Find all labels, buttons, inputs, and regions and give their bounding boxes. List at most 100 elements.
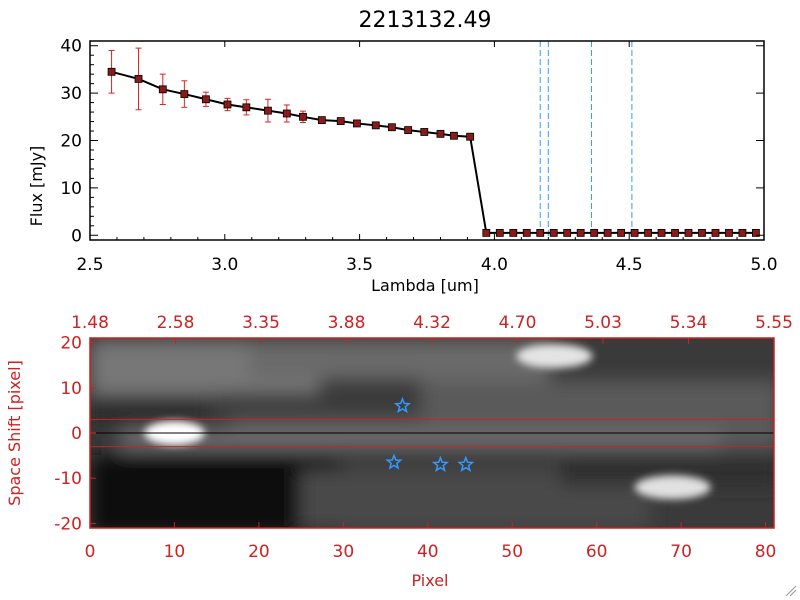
wavelength-tick-label-5: 4.70 <box>499 313 537 333</box>
data-point-28 <box>590 228 599 237</box>
top-plot-frame <box>89 40 765 241</box>
data-point-24 <box>536 228 545 237</box>
data-point-36 <box>698 228 706 237</box>
wavelength-tick-label-3: 3.88 <box>328 313 366 333</box>
star-marker-0 <box>393 396 412 414</box>
bottom-xtick-label-4: 40 <box>417 542 439 562</box>
bottom-xtick-label-0: 0 <box>85 542 96 562</box>
data-point-16 <box>420 128 429 136</box>
bottom-x-axis: 0 10 20 30 40 50 60 70 80 <box>85 522 777 562</box>
bottom-xtick-label-2: 20 <box>248 542 270 562</box>
top-xtick-label-3: 4.0 <box>481 255 508 275</box>
data-point-25 <box>549 228 558 237</box>
top-ytick-label-4: 40 <box>60 37 82 57</box>
data-point-30 <box>617 228 626 237</box>
top-ytick-label-2: 20 <box>60 132 82 152</box>
data-point-4 <box>202 95 210 104</box>
data-point-11 <box>336 117 345 125</box>
wavelength-tick-label-8: 5.55 <box>755 313 793 333</box>
bright-blob-1 <box>516 344 593 369</box>
data-point-40 <box>752 228 760 237</box>
bottom-ytick-label-3: 10 <box>60 379 82 399</box>
top-x-axis: 2.5 3.0 3.5 4.0 4.5 5.0 <box>76 41 778 275</box>
data-point-15 <box>404 126 413 134</box>
bottom-ytick-label-1: -10 <box>54 469 82 489</box>
data-point-22 <box>509 228 518 237</box>
bottom-xtick-label-8: 80 <box>755 542 777 562</box>
bottom-xtick-label-5: 50 <box>501 542 523 562</box>
data-point-31 <box>630 228 639 237</box>
bottom-y-axis: -20 -10 0 10 20 <box>54 334 96 534</box>
bottom-xtick-label-1: 10 <box>164 542 186 562</box>
bottom-ytick-label-0: -20 <box>54 514 82 534</box>
data-point-21 <box>495 228 504 237</box>
data-point-9 <box>299 112 307 121</box>
data-point-34 <box>671 228 679 237</box>
bottom-ytick-label-4: 20 <box>60 334 82 354</box>
resize-grip-icon[interactable] <box>785 585 797 597</box>
top-ytick-label-0: 0 <box>71 226 82 246</box>
top-xtick-label-1: 3.0 <box>211 255 238 275</box>
vline-group <box>539 41 633 240</box>
wavelength-tick-label-1: 2.58 <box>157 313 195 333</box>
star-marker-2 <box>431 455 450 472</box>
marker-group <box>107 67 760 237</box>
data-point-1 <box>134 75 143 83</box>
data-point-27 <box>576 228 585 237</box>
heatmap-image <box>90 338 774 528</box>
top-xtick-label-2: 3.5 <box>346 255 373 275</box>
star-marker-1 <box>385 453 403 470</box>
data-point-7 <box>264 106 272 115</box>
star-marker-3 <box>457 455 475 472</box>
data-point-18 <box>450 131 458 140</box>
data-point-10 <box>317 116 326 125</box>
data-point-13 <box>371 121 380 130</box>
star-group <box>385 396 475 472</box>
aperture-lines <box>90 418 774 448</box>
data-point-23 <box>522 228 531 237</box>
bottom-xtick-label-7: 70 <box>670 542 692 562</box>
top-y-axis-label: Flux [mJy] <box>27 146 46 227</box>
data-point-37 <box>711 228 720 237</box>
data-point-2 <box>158 85 167 94</box>
wavelength-tick-label-4: 4.32 <box>413 313 451 333</box>
data-point-8 <box>282 109 291 118</box>
data-point-35 <box>684 228 693 237</box>
data-point-3 <box>180 90 189 98</box>
data-point-6 <box>242 103 251 112</box>
data-point-32 <box>644 228 652 237</box>
bottom-xtick-label-6: 60 <box>586 542 608 562</box>
flux-plot: 2213132.49 2.5 3.0 3.5 4.0 4.5 5.0 010203040 … <box>27 8 778 295</box>
top-xtick-label-5: 5.0 <box>750 255 777 275</box>
top-y-axis: 0 10 20 30 40 <box>60 37 764 246</box>
data-point-29 <box>603 228 612 237</box>
bottom-x-axis-label: Pixel <box>411 571 448 590</box>
chart-title: 2213132.49 <box>359 8 492 33</box>
data-point-0 <box>107 67 116 76</box>
bottom-xtick-label-3: 30 <box>333 542 355 562</box>
bottom-ytick-label-2: 0 <box>71 424 82 444</box>
top-xtick-label-0: 2.5 <box>76 255 103 275</box>
wavelength-top-axis: 1.48 2.58 3.35 3.88 4.32 4.70 5.03 5.34 5.55 <box>71 313 793 344</box>
data-point-14 <box>388 123 396 132</box>
wavelength-tick-label-6: 5.03 <box>584 313 622 333</box>
bottom-y-axis-label: Space Shift [pixel] <box>5 360 24 506</box>
wavelength-tick-label-2: 3.35 <box>242 313 280 333</box>
data-point-38 <box>725 228 733 237</box>
top-x-axis-label: Lambda [um] <box>371 276 479 295</box>
top-ytick-label-3: 30 <box>60 84 82 104</box>
blob-group <box>144 344 711 500</box>
bright-blob-2 <box>634 475 711 500</box>
spectrum-image-plot: 0 10 20 30 40 50 60 70 80 -20 -10 0 10 20 1.48 2.58 3.… <box>5 313 793 590</box>
data-point-20 <box>482 228 491 237</box>
data-point-12 <box>353 119 361 128</box>
data-point-33 <box>657 228 666 237</box>
top-ytick-label-1: 10 <box>60 179 82 199</box>
top-xtick-label-4: 4.5 <box>616 255 643 275</box>
wavelength-tick-label-0: 1.48 <box>71 313 109 333</box>
data-point-17 <box>436 129 445 138</box>
data-point-39 <box>738 228 747 237</box>
data-point-5 <box>223 100 232 109</box>
data-point-19 <box>466 132 475 141</box>
